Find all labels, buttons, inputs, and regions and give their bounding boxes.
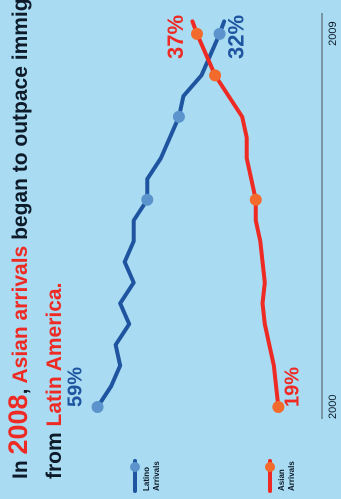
asian-arrivals-marker	[209, 69, 222, 82]
asian-arrivals-marker	[249, 193, 262, 206]
latino-arrivals-marker	[172, 110, 185, 123]
latino-arrivals-start-label: 59%	[65, 367, 87, 407]
latino-legend-label: LatinoArrivals	[142, 461, 161, 491]
asian-arrivals-start-label: 19%	[281, 367, 303, 407]
asian-arrivals-end-label: 37%	[163, 15, 188, 59]
latino-arrivals-marker	[213, 27, 226, 40]
asian-arrivals-marker	[191, 27, 203, 40]
latino-arrivals-end-label: 32%	[224, 15, 249, 59]
asian-legend-marker	[265, 462, 275, 472]
latino-legend-marker	[130, 462, 140, 472]
title-highlight-latin: Latin America.	[43, 283, 66, 427]
asian-arrivals-marker	[272, 401, 285, 413]
x-tick-label: 2009	[327, 21, 339, 45]
latino-arrivals-line	[95, 19, 227, 409]
latino-arrivals-marker	[91, 401, 104, 413]
title-year: 2008	[3, 394, 33, 454]
asian-arrivals-line	[190, 19, 281, 409]
chart-title-line-1: In 2008, Asian arrivals began to outpace…	[3, 0, 33, 479]
title-highlight-asian: Asian arrivals	[9, 246, 32, 384]
chart-title-line-2: from Latin America.	[43, 283, 66, 479]
x-tick-label: 2000	[327, 395, 339, 419]
asian-legend-label: AsianArrivals	[277, 461, 296, 491]
latino-arrivals-marker	[141, 193, 154, 206]
